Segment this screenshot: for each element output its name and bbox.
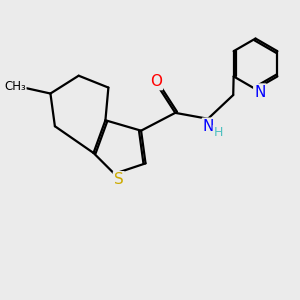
Text: H: H	[214, 126, 223, 139]
Text: S: S	[114, 172, 124, 187]
Text: N: N	[203, 119, 214, 134]
Text: N: N	[254, 85, 266, 100]
Text: CH₃: CH₃	[4, 80, 26, 93]
Text: O: O	[150, 74, 162, 89]
